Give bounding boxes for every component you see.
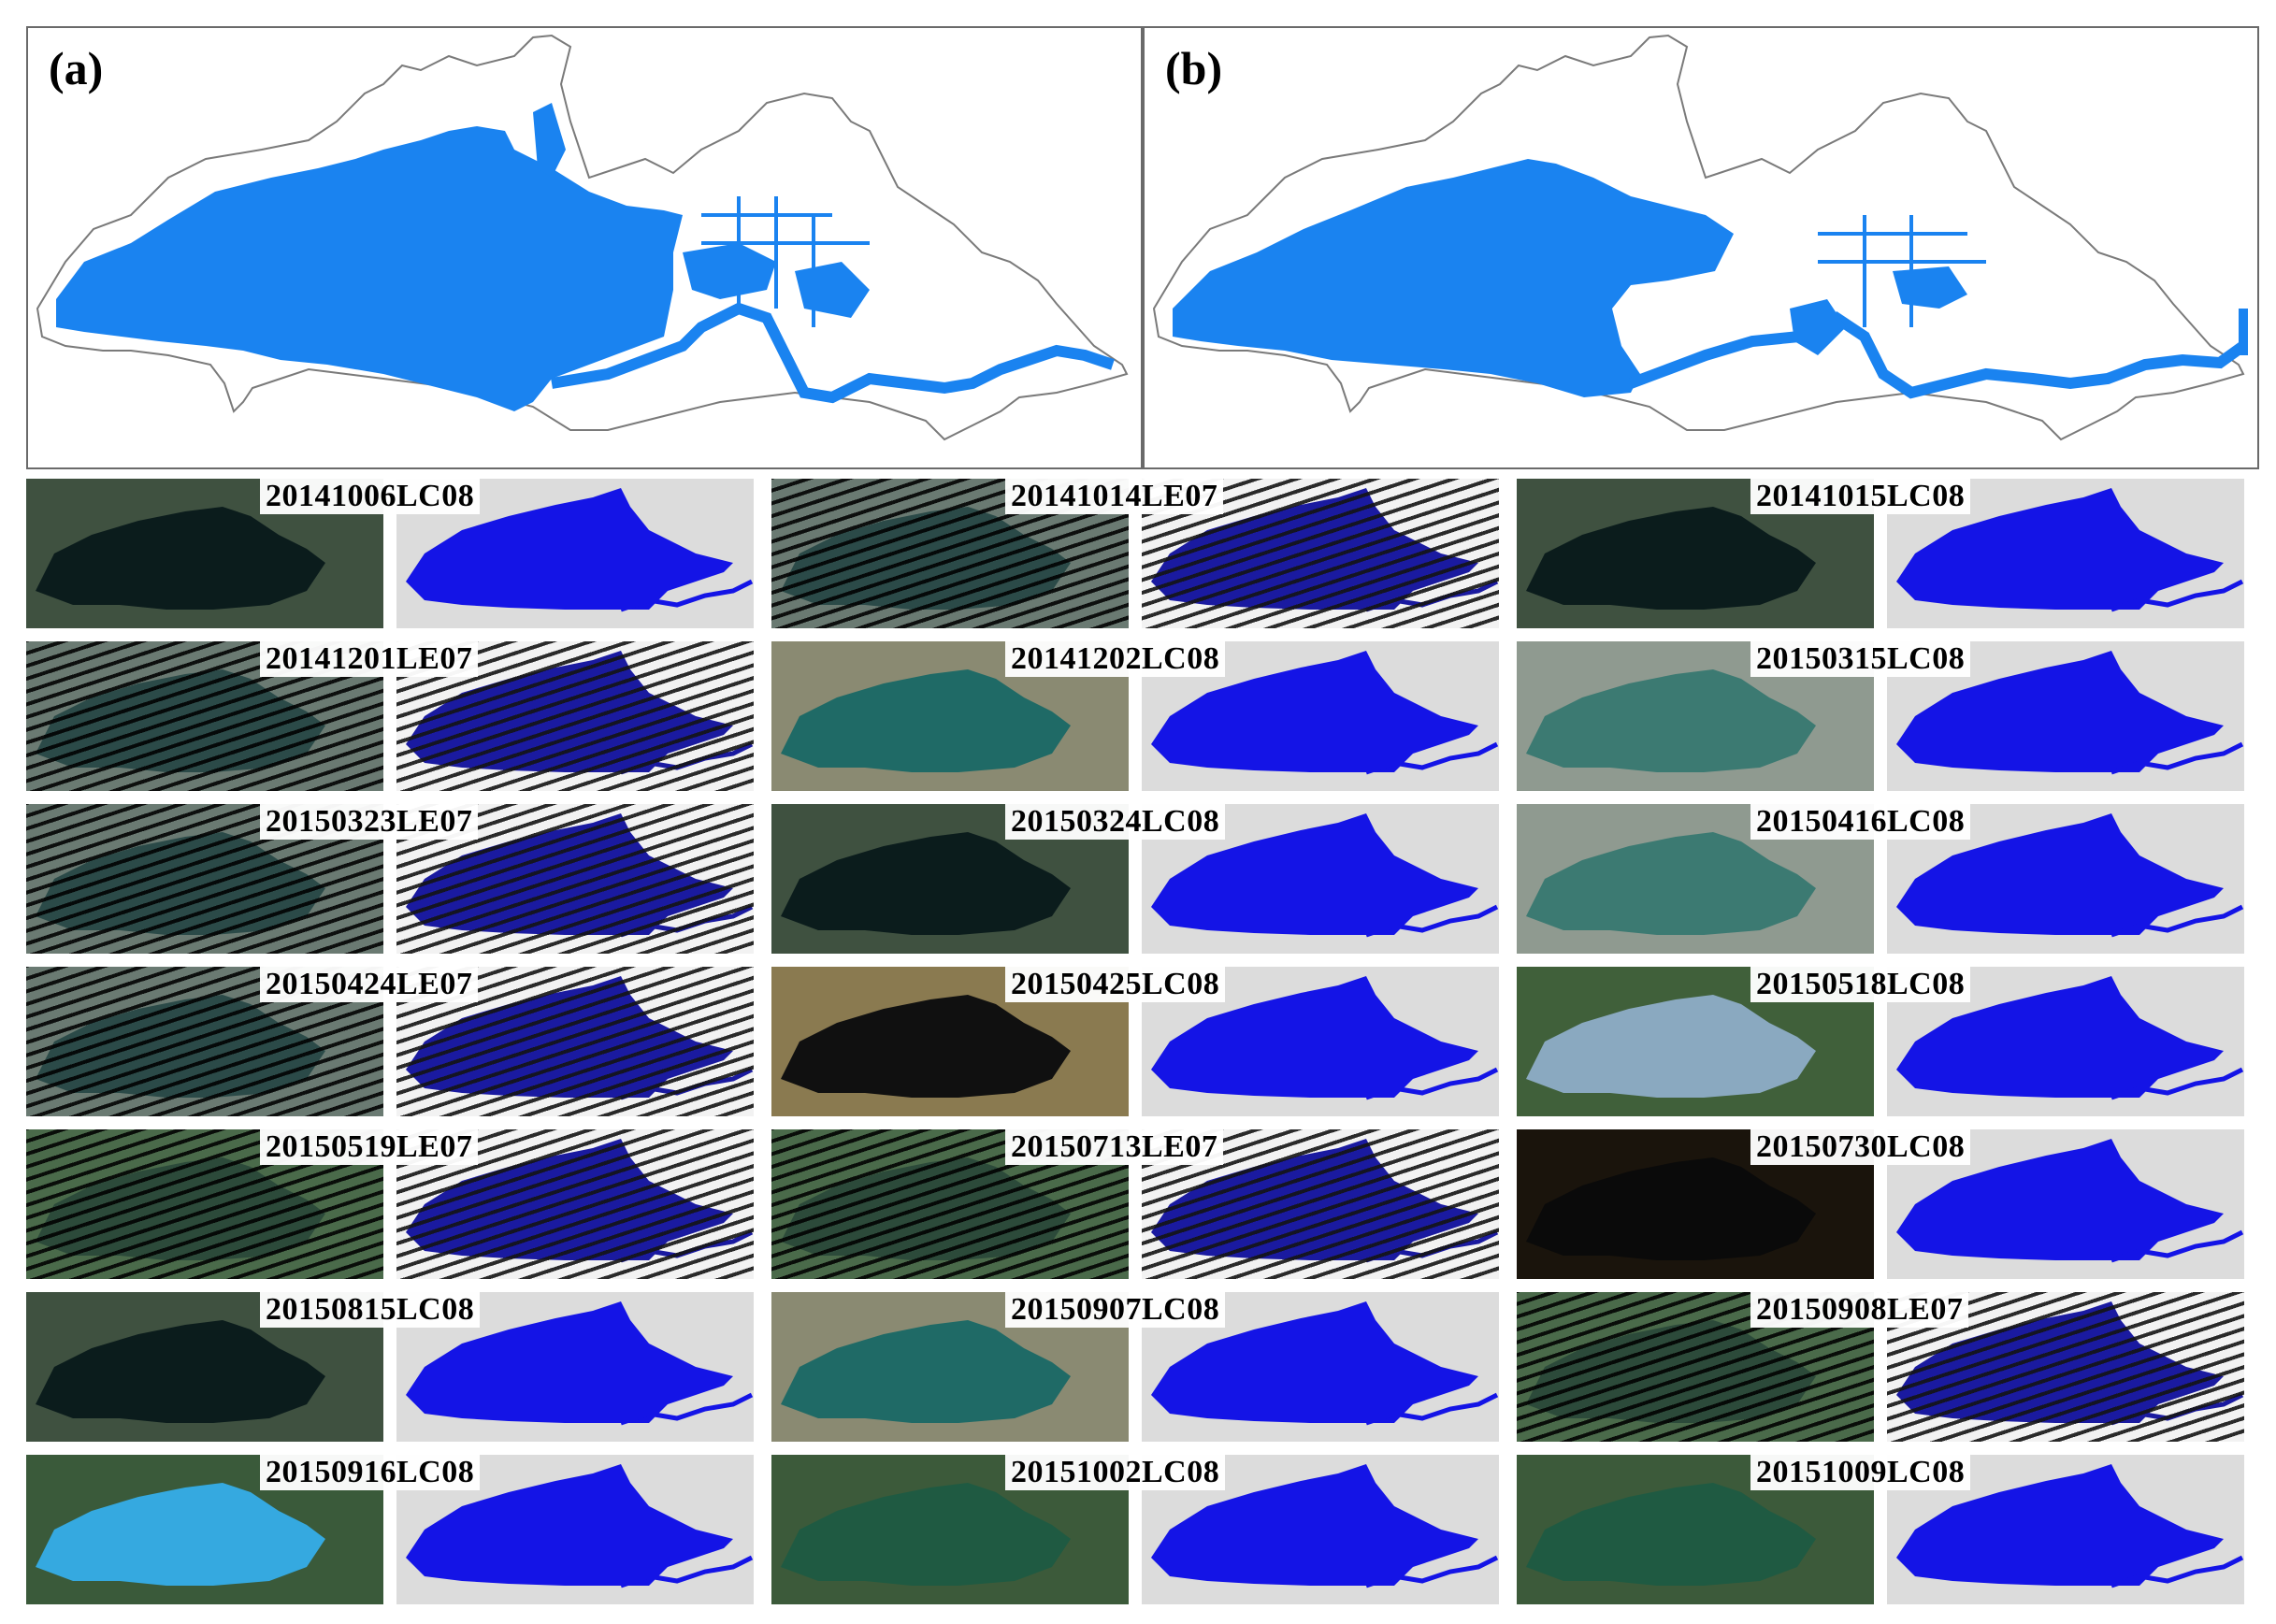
scene-cell: 20150424LE07 xyxy=(26,967,754,1116)
scene-cell: 20150324LC08 xyxy=(771,804,1499,954)
panel-b-label: (b) xyxy=(1165,42,1223,94)
scene-date-label: 20150416LC08 xyxy=(1750,804,1971,840)
scene-date-label: 20150916LC08 xyxy=(260,1455,481,1490)
scene-date-label: 20150315LC08 xyxy=(1750,641,1971,677)
satellite-image xyxy=(26,1455,383,1604)
water-mask-image xyxy=(396,641,754,791)
scene-date-label: 20150815LC08 xyxy=(260,1292,481,1328)
scene-cell: 20141006LC08 xyxy=(26,479,754,628)
scene-cell: 20141201LE07 xyxy=(26,641,754,791)
scene-date-label: 20150730LC08 xyxy=(1750,1129,1971,1165)
satellite-image xyxy=(26,641,383,791)
scene-cell: 20141015LC08 xyxy=(1517,479,2244,628)
scene-date-label: 20151009LC08 xyxy=(1750,1455,1971,1490)
scene-cell: 20150519LE07 xyxy=(26,1129,754,1279)
scene-date-label: 20141202LC08 xyxy=(1005,641,1226,677)
satellite-image xyxy=(1517,641,1874,791)
panel-a-water-map xyxy=(36,34,1129,441)
scene-date-label: 20141201LE07 xyxy=(260,641,479,677)
scene-date-label: 20150713LE07 xyxy=(1005,1129,1224,1165)
scene-date-label: 20150425LC08 xyxy=(1005,967,1226,1002)
scene-cell: 20150916LC08 xyxy=(26,1455,754,1604)
water-mask-image xyxy=(1142,1129,1499,1279)
scene-date-label: 20141006LC08 xyxy=(260,479,481,514)
scene-date-label: 20150907LC08 xyxy=(1005,1292,1226,1328)
scene-date-label: 20141014LE07 xyxy=(1005,479,1224,514)
water-main-body xyxy=(1173,159,1734,397)
scene-cell: 20150425LC08 xyxy=(771,967,1499,1116)
scene-cell: 20150416LC08 xyxy=(1517,804,2244,954)
satellite-image xyxy=(26,1292,383,1442)
panel-a-label: (a) xyxy=(49,42,104,94)
water-mask-image xyxy=(1887,1455,2244,1604)
scene-cell: 20150730LC08 xyxy=(1517,1129,2244,1279)
scene-cell: 20150518LC08 xyxy=(1517,967,2244,1116)
satellite-image xyxy=(771,1129,1129,1279)
water-mask-image xyxy=(1142,804,1499,954)
scene-cell: 20150907LC08 xyxy=(771,1292,1499,1442)
study-area-outline xyxy=(36,34,1129,441)
scene-cell: 20151009LC08 xyxy=(1517,1455,2244,1604)
scene-cell: 20141014LE07 xyxy=(771,479,1499,628)
scene-cell: 20150315LC08 xyxy=(1517,641,2244,791)
water-canals xyxy=(1818,215,1986,327)
scene-date-label: 20150424LE07 xyxy=(260,967,479,1002)
water-main-body xyxy=(56,126,683,411)
water-patches xyxy=(1790,266,2248,355)
scene-date-label: 20150519LE07 xyxy=(260,1129,479,1165)
water-canals xyxy=(701,196,870,327)
scene-cell: 20150323LE07 xyxy=(26,804,754,954)
water-patches xyxy=(533,103,870,318)
scene-cell: 20150815LC08 xyxy=(26,1292,754,1442)
water-mask-image xyxy=(1142,1455,1499,1604)
study-area-outline xyxy=(1152,34,2245,441)
scene-date-label: 20150518LC08 xyxy=(1750,967,1971,1002)
water-mask-image xyxy=(396,1129,754,1279)
panel-b-water-map xyxy=(1152,34,2248,441)
scene-cell: 20141202LC08 xyxy=(771,641,1499,791)
scene-date-label: 20150324LC08 xyxy=(1005,804,1226,840)
scene-cell: 20150713LE07 xyxy=(771,1129,1499,1279)
satellite-image xyxy=(1517,1455,1874,1604)
scene-date-label: 20151002LC08 xyxy=(1005,1455,1226,1490)
scene-date-label: 20141015LC08 xyxy=(1750,479,1971,514)
panel-b: (b) xyxy=(1143,26,2259,469)
scene-date-label: 20150908LE07 xyxy=(1750,1292,1969,1328)
water-river xyxy=(551,302,1115,404)
panel-a: (a) xyxy=(26,26,1143,469)
scene-cell: 20150908LE07 xyxy=(1517,1292,2244,1442)
water-river xyxy=(1628,311,2247,399)
scene-date-label: 20150323LE07 xyxy=(260,804,479,840)
scene-cell: 20151002LC08 xyxy=(771,1455,1499,1604)
